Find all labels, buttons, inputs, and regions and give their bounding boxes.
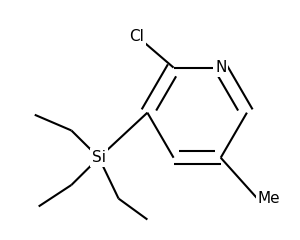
Text: Me: Me [257, 191, 280, 206]
Text: Si: Si [92, 150, 106, 165]
Text: Cl: Cl [130, 29, 144, 44]
Text: N: N [215, 60, 226, 75]
